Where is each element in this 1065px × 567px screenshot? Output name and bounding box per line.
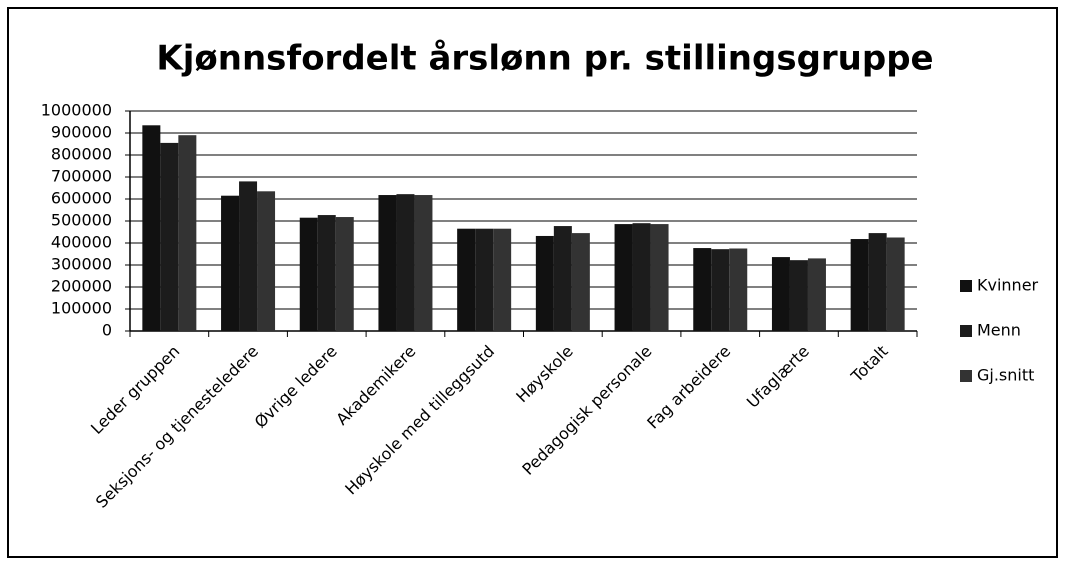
y-tick-label: 900000 (51, 123, 112, 142)
bar (535, 235, 554, 331)
bar (475, 228, 494, 331)
y-tick-label: 100000 (51, 299, 112, 318)
y-tick-label: 0 (102, 321, 112, 340)
bar (396, 194, 415, 331)
bar (142, 125, 161, 331)
bar (868, 233, 887, 331)
bar (632, 223, 651, 331)
y-tick-label: 300000 (51, 255, 112, 274)
bar (614, 224, 633, 331)
bar (771, 257, 790, 331)
bar (239, 181, 258, 331)
y-tick-label: 700000 (51, 167, 112, 186)
bar (807, 258, 826, 331)
chart-title: Kjønnsfordelt årslønn pr. stillingsgrupp… (156, 39, 933, 79)
bar (457, 228, 476, 331)
legend-label: Menn (977, 321, 1021, 340)
y-tick-label: 800000 (51, 145, 112, 164)
bar (299, 217, 318, 331)
legend-swatch (960, 280, 972, 292)
bar (553, 226, 572, 331)
bar (414, 195, 433, 331)
bar (178, 135, 197, 331)
bar (335, 217, 354, 331)
bar (160, 142, 179, 331)
legend-swatch (960, 370, 972, 382)
bar (221, 195, 240, 331)
bar (850, 239, 869, 331)
legend-label: Kvinner (977, 276, 1039, 295)
bar (493, 228, 512, 331)
bar (317, 215, 336, 331)
bar (257, 191, 276, 331)
bar (378, 195, 397, 331)
y-tick-label: 400000 (51, 233, 112, 252)
bar (886, 237, 905, 331)
bar (711, 249, 730, 331)
bar (650, 224, 669, 331)
y-tick-label: 1000000 (41, 101, 112, 120)
bar (693, 248, 712, 331)
bar (571, 233, 590, 331)
bar (729, 248, 748, 331)
y-tick-label: 600000 (51, 189, 112, 208)
y-tick-label: 200000 (51, 277, 112, 296)
legend-label: Gj.snitt (977, 366, 1034, 385)
y-tick-label: 500000 (51, 211, 112, 230)
bar (789, 260, 808, 331)
legend-swatch (960, 325, 972, 337)
